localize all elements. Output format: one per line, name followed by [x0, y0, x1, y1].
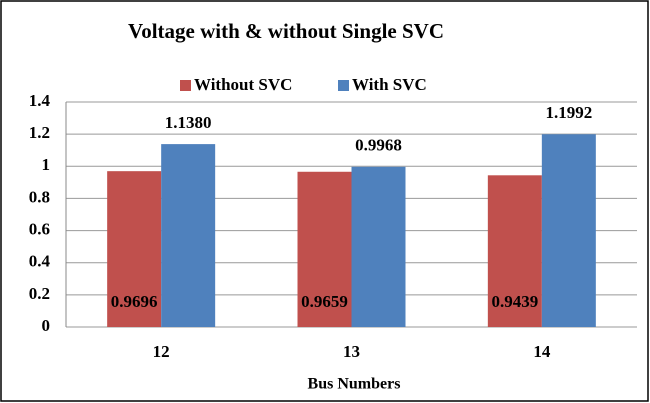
y-tick-label: 1.4 [29, 91, 51, 110]
y-tick-label: 0.4 [29, 252, 51, 271]
bar [541, 134, 596, 327]
data-label: 0.9968 [355, 136, 402, 155]
y-tick-label: 1 [42, 155, 51, 174]
bar [107, 171, 162, 327]
data-label: 1.1380 [165, 113, 212, 132]
bar [161, 144, 216, 327]
x-tick-label: 12 [153, 342, 170, 361]
chart-title: Voltage with & without Single SVC [128, 19, 444, 43]
bar [487, 175, 542, 327]
y-tick-label: 0.2 [29, 284, 50, 303]
data-label: 0.9439 [491, 292, 538, 311]
legend-label: With SVC [352, 75, 427, 94]
x-tick-label: 14 [533, 342, 551, 361]
data-label: 0.9659 [301, 292, 348, 311]
bar [351, 166, 406, 327]
bar [297, 171, 352, 327]
legend-swatch [180, 80, 191, 91]
data-label: 0.9696 [111, 292, 158, 311]
data-label: 1.1992 [545, 103, 592, 122]
y-tick-label: 0.8 [29, 187, 50, 206]
y-tick-label: 0 [42, 316, 51, 335]
x-axis-label: Bus Numbers [308, 376, 401, 393]
legend-label: Without SVC [194, 75, 292, 94]
x-tick-label: 13 [343, 342, 360, 361]
y-tick-label: 0.6 [29, 219, 50, 238]
y-tick-label: 1.2 [29, 123, 50, 142]
legend-swatch [338, 80, 349, 91]
